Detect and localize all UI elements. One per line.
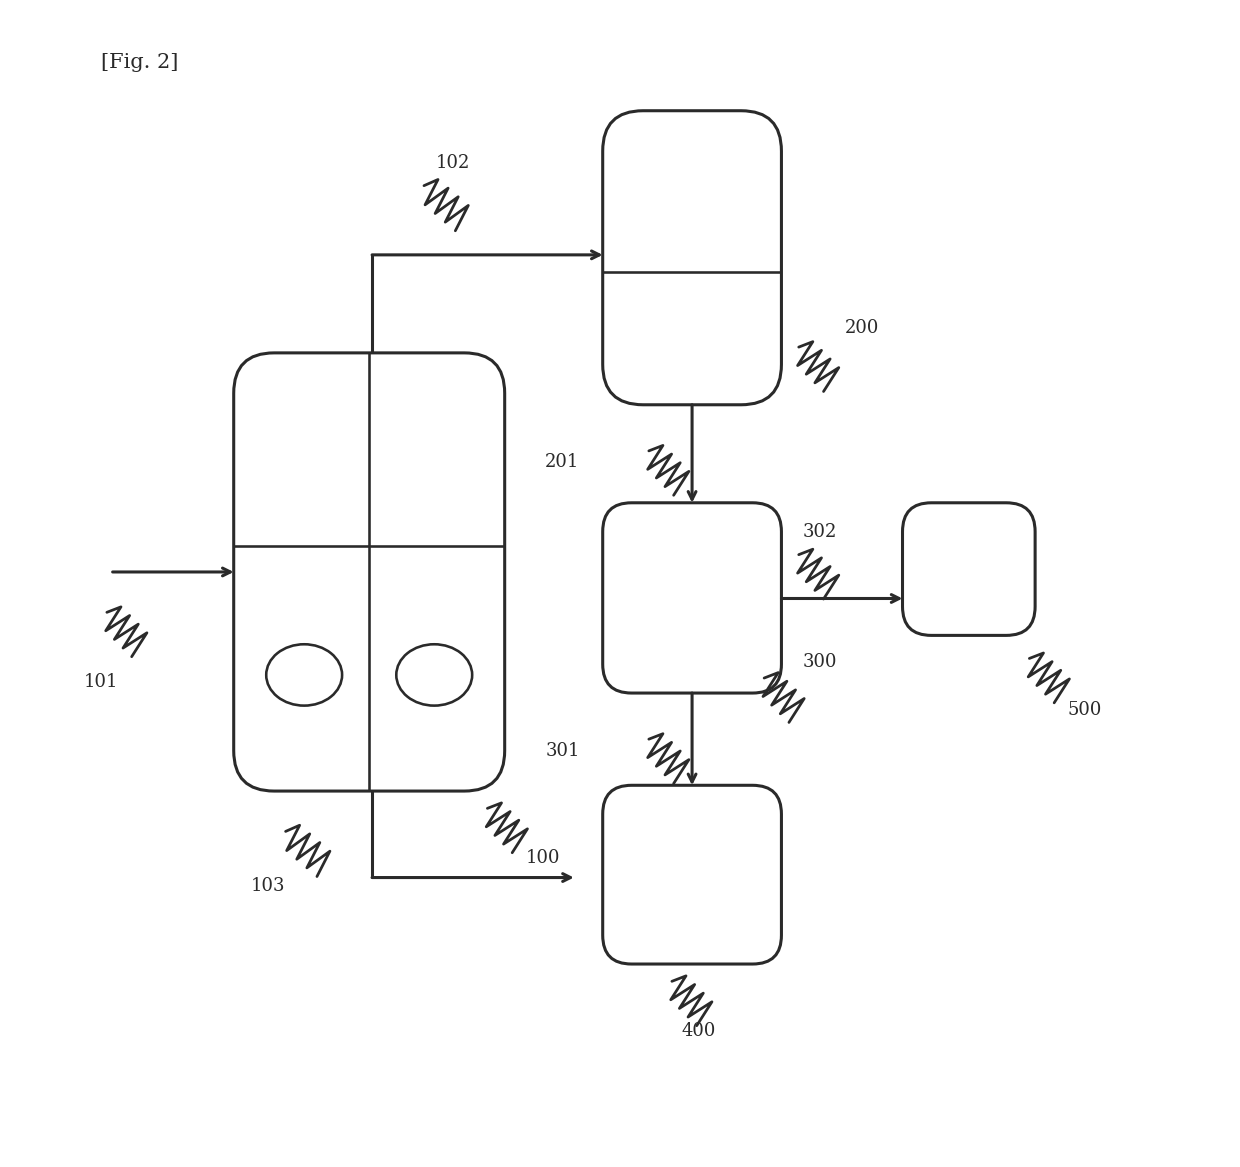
Text: 500: 500 <box>1068 701 1102 719</box>
FancyBboxPatch shape <box>603 503 781 693</box>
Text: 302: 302 <box>802 523 837 540</box>
Text: 300: 300 <box>802 652 837 671</box>
Text: 400: 400 <box>681 1022 715 1040</box>
Ellipse shape <box>267 644 342 706</box>
FancyBboxPatch shape <box>233 352 505 791</box>
FancyBboxPatch shape <box>903 503 1035 635</box>
FancyBboxPatch shape <box>603 111 781 405</box>
Text: 201: 201 <box>546 454 579 471</box>
Text: 301: 301 <box>546 742 579 760</box>
FancyBboxPatch shape <box>603 785 781 964</box>
Text: 102: 102 <box>435 154 470 172</box>
Text: 200: 200 <box>844 319 879 336</box>
Text: 103: 103 <box>250 876 285 895</box>
Text: [Fig. 2]: [Fig. 2] <box>102 53 179 72</box>
Ellipse shape <box>397 644 472 706</box>
Text: 100: 100 <box>526 848 560 867</box>
Text: 101: 101 <box>84 672 118 691</box>
